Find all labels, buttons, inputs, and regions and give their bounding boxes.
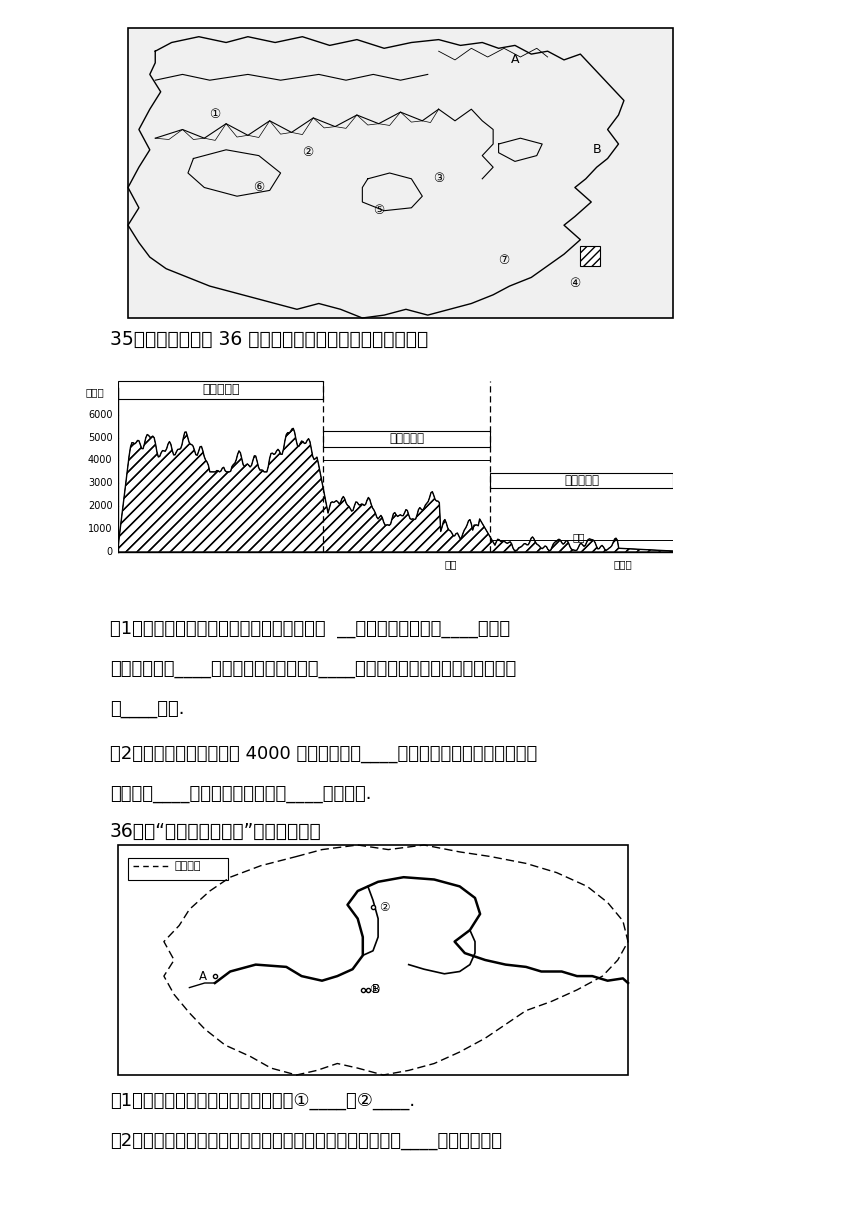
Text: ②: ②	[379, 901, 390, 913]
Text: 青岛: 青岛	[573, 533, 585, 542]
Text: ⑦: ⑦	[499, 253, 510, 266]
Text: ⑤: ⑤	[373, 204, 384, 218]
Text: A: A	[511, 54, 519, 67]
Text: 的____资源.: 的____资源.	[110, 700, 185, 717]
Text: 流域界线: 流域界线	[174, 861, 200, 871]
Text: 35．读我国沿北纬 36 度附近地形剪面图，完成下列问题：: 35．读我国沿北纬 36 度附近地形剪面图，完成下列问题：	[110, 330, 428, 349]
Bar	[118, 381, 323, 399]
Bar	[128, 857, 228, 879]
Bar	[580, 246, 600, 266]
Text: 第二级阶梯: 第二级阶梯	[389, 433, 424, 445]
Text: （1）地图中黄河主要支流的名称是：①____，②____.: （1）地图中黄河主要支流的名称是：①____，②____.	[110, 1092, 415, 1110]
Text: 第一级阶梯: 第一级阶梯	[202, 383, 239, 396]
Text: 第三级阶梯: 第三级阶梯	[564, 474, 599, 486]
Text: 海平面: 海平面	[614, 559, 632, 569]
Text: ③: ③	[433, 173, 445, 185]
Text: 4000: 4000	[88, 456, 113, 466]
Text: 3000: 3000	[88, 478, 113, 489]
Text: 1000: 1000	[88, 524, 113, 534]
Text: 36．读“黄河水系示意图”回答下列问题: 36．读“黄河水系示意图”回答下列问题	[110, 822, 322, 841]
Text: 主的是第____级阶梯；山东位于第____级阶梯上.: 主的是第____级阶梯；山东位于第____级阶梯上.	[110, 786, 372, 803]
Text: 2000: 2000	[88, 501, 113, 511]
Text: 0: 0	[107, 547, 113, 557]
Text: 5000: 5000	[88, 433, 113, 443]
Text: ⑥: ⑥	[253, 181, 264, 195]
Text: ①: ①	[210, 108, 221, 122]
Bar	[128, 28, 673, 319]
Text: ②: ②	[302, 146, 314, 159]
Text: （2）我国地势平均海拔在 4000 米以上的是第____级阶梯；地形以盆地和高原为: （2）我国地势平均海拔在 4000 米以上的是第____级阶梯；地形以盆地和高原…	[110, 745, 538, 762]
Text: ④: ④	[569, 277, 581, 289]
Text: （2）黄河是世界上含沙量最大的河流，含沙量大部分来自于____（上、中、下: （2）黄河是世界上含沙量最大的河流，含沙量大部分来自于____（上、中、下	[110, 1132, 502, 1150]
Text: 三门: 三门	[445, 559, 458, 569]
Text: A: A	[199, 969, 207, 983]
Bar	[490, 473, 673, 488]
Text: 方便了沿海与____的联系，并在各阶梯的____地带形成巨大的落差，蕴藏着丰富: 方便了沿海与____的联系，并在各阶梯的____地带形成巨大的落差，蕴藏着丰富	[110, 660, 516, 679]
Text: 6000: 6000	[88, 410, 113, 420]
Text: B: B	[593, 143, 601, 157]
Text: B: B	[372, 984, 380, 996]
Text: ①: ①	[369, 984, 379, 996]
Text: （1）受地势的影响，我国大多数河流流向为  __奔流入海，沟通了____交通，: （1）受地势的影响，我国大多数河流流向为 __奔流入海，沟通了____交通，	[110, 620, 510, 638]
Bar	[323, 430, 490, 446]
Bar	[118, 845, 628, 1075]
Text: （米）: （米）	[85, 387, 104, 398]
